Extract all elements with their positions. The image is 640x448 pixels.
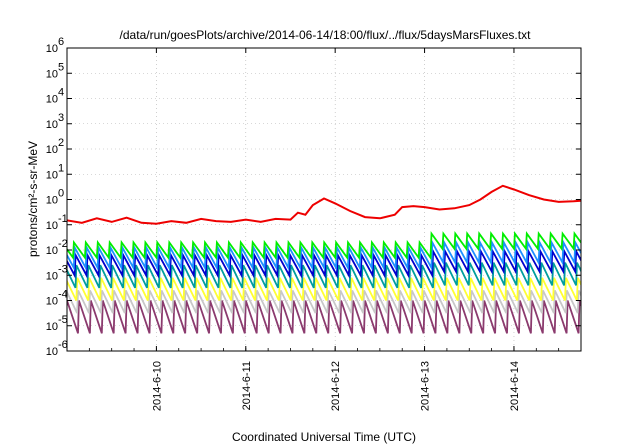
series-line-4 <box>67 262 581 289</box>
x-tick-label: 2014-6-13 <box>420 361 432 411</box>
y-tick-exponent: 1 <box>58 162 64 174</box>
series-layer <box>67 184 581 334</box>
y-tick-label: 10 <box>46 94 58 106</box>
x-axis: 2014-6-10 2014-6-11 2014-6-12 2014-6-13 2014… <box>66 48 582 411</box>
x-axis-title: Coordinated Universal Time (UTC) <box>232 430 416 444</box>
y-tick-exponent: 3 <box>58 112 64 124</box>
chart-title: /data/run/goesPlots/archive/2014-06-14/1… <box>120 28 532 42</box>
y-tick-exponent: -6 <box>58 339 68 351</box>
y-tick-exponent: -3 <box>58 263 68 275</box>
y-tick-exponent: 2 <box>58 137 64 149</box>
y-tick-label: 10 <box>46 296 58 308</box>
y-tick-exponent: -4 <box>58 289 68 301</box>
y-tick-exponent: 6 <box>58 36 64 48</box>
y-axis: 10-610-510-410-310-210-11001011021031041… <box>46 36 581 358</box>
series-line-2 <box>67 290 581 314</box>
y-tick-label: 10 <box>46 220 58 232</box>
series-line-3 <box>67 277 581 301</box>
y-tick-label: 10 <box>46 346 58 358</box>
y-tick-label: 10 <box>46 119 58 131</box>
y-tick-label: 10 <box>46 195 58 207</box>
series-line-6 <box>67 239 581 272</box>
y-tick-exponent: -5 <box>58 314 68 326</box>
y-tick-label: 10 <box>46 270 58 282</box>
x-tick-label: 2014-6-14 <box>509 361 521 411</box>
y-tick-label: 10 <box>46 245 58 257</box>
y-tick-exponent: 5 <box>58 61 64 73</box>
y-tick-exponent: -1 <box>58 213 68 225</box>
series-line-1 <box>67 300 581 334</box>
y-axis-title: protons/cm²-s-sr-MeV <box>26 141 40 257</box>
y-tick-label: 10 <box>46 68 58 80</box>
y-tick-label: 10 <box>46 144 58 156</box>
y-tick-label: 10 <box>46 43 58 55</box>
y-tick-exponent: 4 <box>58 87 64 99</box>
series-line-5 <box>67 247 581 279</box>
x-tick-label: 2014-6-10 <box>151 361 163 411</box>
y-tick-exponent: -2 <box>58 238 68 250</box>
x-tick-label: 2014-6-12 <box>330 361 342 411</box>
series-line-red <box>67 184 581 225</box>
x-tick-label: 2014-6-11 <box>241 361 253 410</box>
series-line-7 <box>67 230 581 261</box>
y-tick-exponent: 0 <box>58 188 64 200</box>
y-tick-label: 10 <box>46 169 58 181</box>
y-tick-label: 10 <box>46 321 58 333</box>
